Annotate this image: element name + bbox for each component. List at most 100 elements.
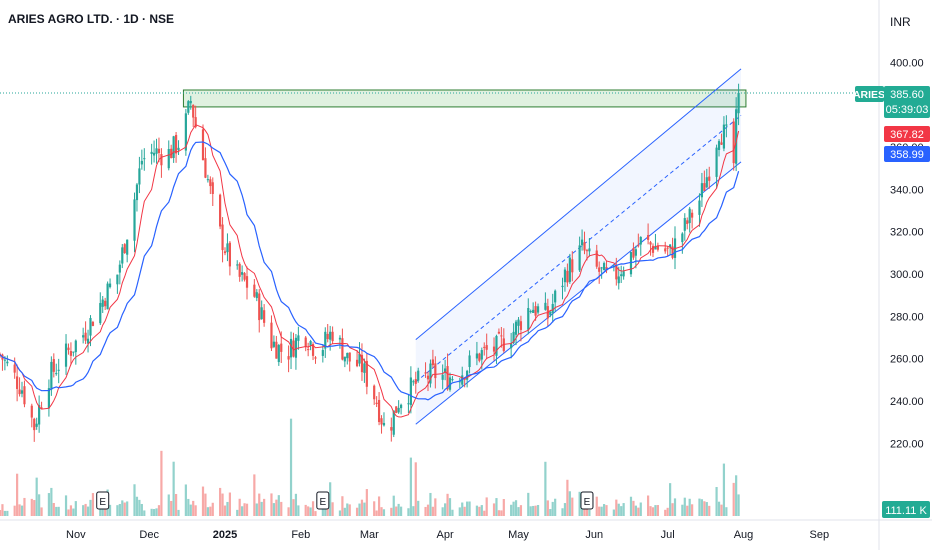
candle-body [622, 271, 625, 277]
candle-body [426, 375, 430, 380]
candle-body [358, 353, 361, 364]
candle-body [397, 407, 400, 413]
time-scale[interactable]: Nov Dec 2025 Feb Mar Apr May Jun Jul Aug Sep [66, 529, 829, 541]
volume-bar [568, 491, 571, 516]
candle-body [201, 129, 205, 161]
volume-bar [412, 506, 415, 516]
volume-bar [135, 496, 139, 516]
volume-bar [478, 506, 481, 516]
volume-bar [172, 461, 175, 516]
candle-body [617, 276, 620, 284]
volume-bar [549, 509, 552, 516]
volume-bar [260, 501, 263, 516]
volume-bar [82, 505, 85, 516]
earnings-marker-box [96, 491, 110, 510]
volume-bar [595, 496, 598, 516]
volume-bar [649, 506, 652, 516]
volume-bar [174, 493, 178, 516]
price-tick-label: 340.00 [890, 184, 924, 196]
volume-bar [500, 510, 503, 516]
candle-body [375, 402, 378, 405]
volume-bar [263, 498, 266, 516]
earnings-marker[interactable]: E [316, 491, 330, 510]
volume-bar [0, 510, 2, 516]
volume-bar [434, 498, 437, 516]
candle-body [412, 381, 415, 383]
volume-bar [346, 503, 349, 516]
volume-bar [639, 502, 642, 516]
volume-bar [338, 510, 342, 516]
candle-body [138, 168, 141, 185]
candle-body [634, 249, 637, 256]
volume-bar [382, 509, 386, 516]
candle-body [417, 370, 420, 381]
candle-body [72, 351, 75, 353]
volume-bar [3, 510, 6, 516]
candle-body [514, 321, 518, 335]
volume-bar [57, 506, 60, 516]
candle-body [656, 245, 659, 250]
candle-body [451, 379, 454, 381]
candle-body [605, 267, 608, 270]
candle-body [245, 276, 249, 288]
candle-body [238, 263, 241, 277]
volume-bar [519, 505, 523, 516]
volume-bar [637, 507, 640, 516]
candle-body [735, 109, 738, 164]
candle-body [639, 236, 642, 245]
candle-body [143, 158, 146, 160]
currency-label[interactable]: INR [890, 15, 911, 29]
volume-bar [275, 499, 278, 516]
candle-body [194, 117, 197, 128]
candle-body [258, 293, 261, 321]
time-tick-label: 2025 [213, 529, 237, 541]
volume-bar [223, 505, 227, 516]
candle-body [654, 246, 657, 250]
volume-bar [91, 493, 95, 516]
volume-bar [118, 503, 121, 516]
candle-body [50, 361, 53, 390]
volume-bar [253, 474, 256, 516]
ma-blue-value: 358.99 [890, 149, 924, 161]
volume-value: 111.11 K [885, 505, 927, 517]
candle-body [407, 403, 410, 405]
volume-bar [514, 500, 518, 516]
candle-body [602, 263, 606, 271]
candle-body [204, 158, 207, 178]
volume-bar [732, 482, 735, 516]
volume-bar [380, 507, 383, 516]
volume-bar [6, 510, 9, 516]
candle-body [297, 335, 300, 341]
volume-bar [495, 498, 498, 516]
volume-bar [444, 503, 447, 516]
volume-bar [270, 493, 273, 516]
candle-body [38, 405, 41, 425]
candle-body [326, 333, 329, 340]
earnings-marker-label: E [319, 497, 326, 508]
volume-bar [204, 493, 207, 516]
symbol-title[interactable]: ARIES AGRO LTD. · 1D · NSE [8, 12, 174, 26]
candle-body [446, 366, 449, 390]
volume-bar [698, 498, 701, 516]
volume-bar [326, 504, 329, 516]
volume-bar [287, 507, 290, 516]
candle-body [329, 331, 332, 340]
volume-bar [307, 506, 310, 516]
volume-bar [561, 508, 564, 516]
volume-bar [735, 475, 738, 516]
volume-bar [429, 492, 432, 516]
volume-bar [363, 502, 366, 516]
candle-body [52, 359, 55, 372]
volume-bar [321, 507, 324, 516]
earnings-marker[interactable]: E [96, 491, 110, 510]
volume-bar [497, 510, 501, 516]
candle-body [698, 200, 701, 215]
candle-body [563, 269, 567, 283]
candle-body [67, 347, 70, 351]
earnings-marker[interactable]: E [580, 491, 594, 510]
volume-bar [16, 473, 19, 516]
candle-body [89, 318, 92, 336]
volume-bar [485, 497, 488, 516]
candle-body [292, 340, 295, 357]
